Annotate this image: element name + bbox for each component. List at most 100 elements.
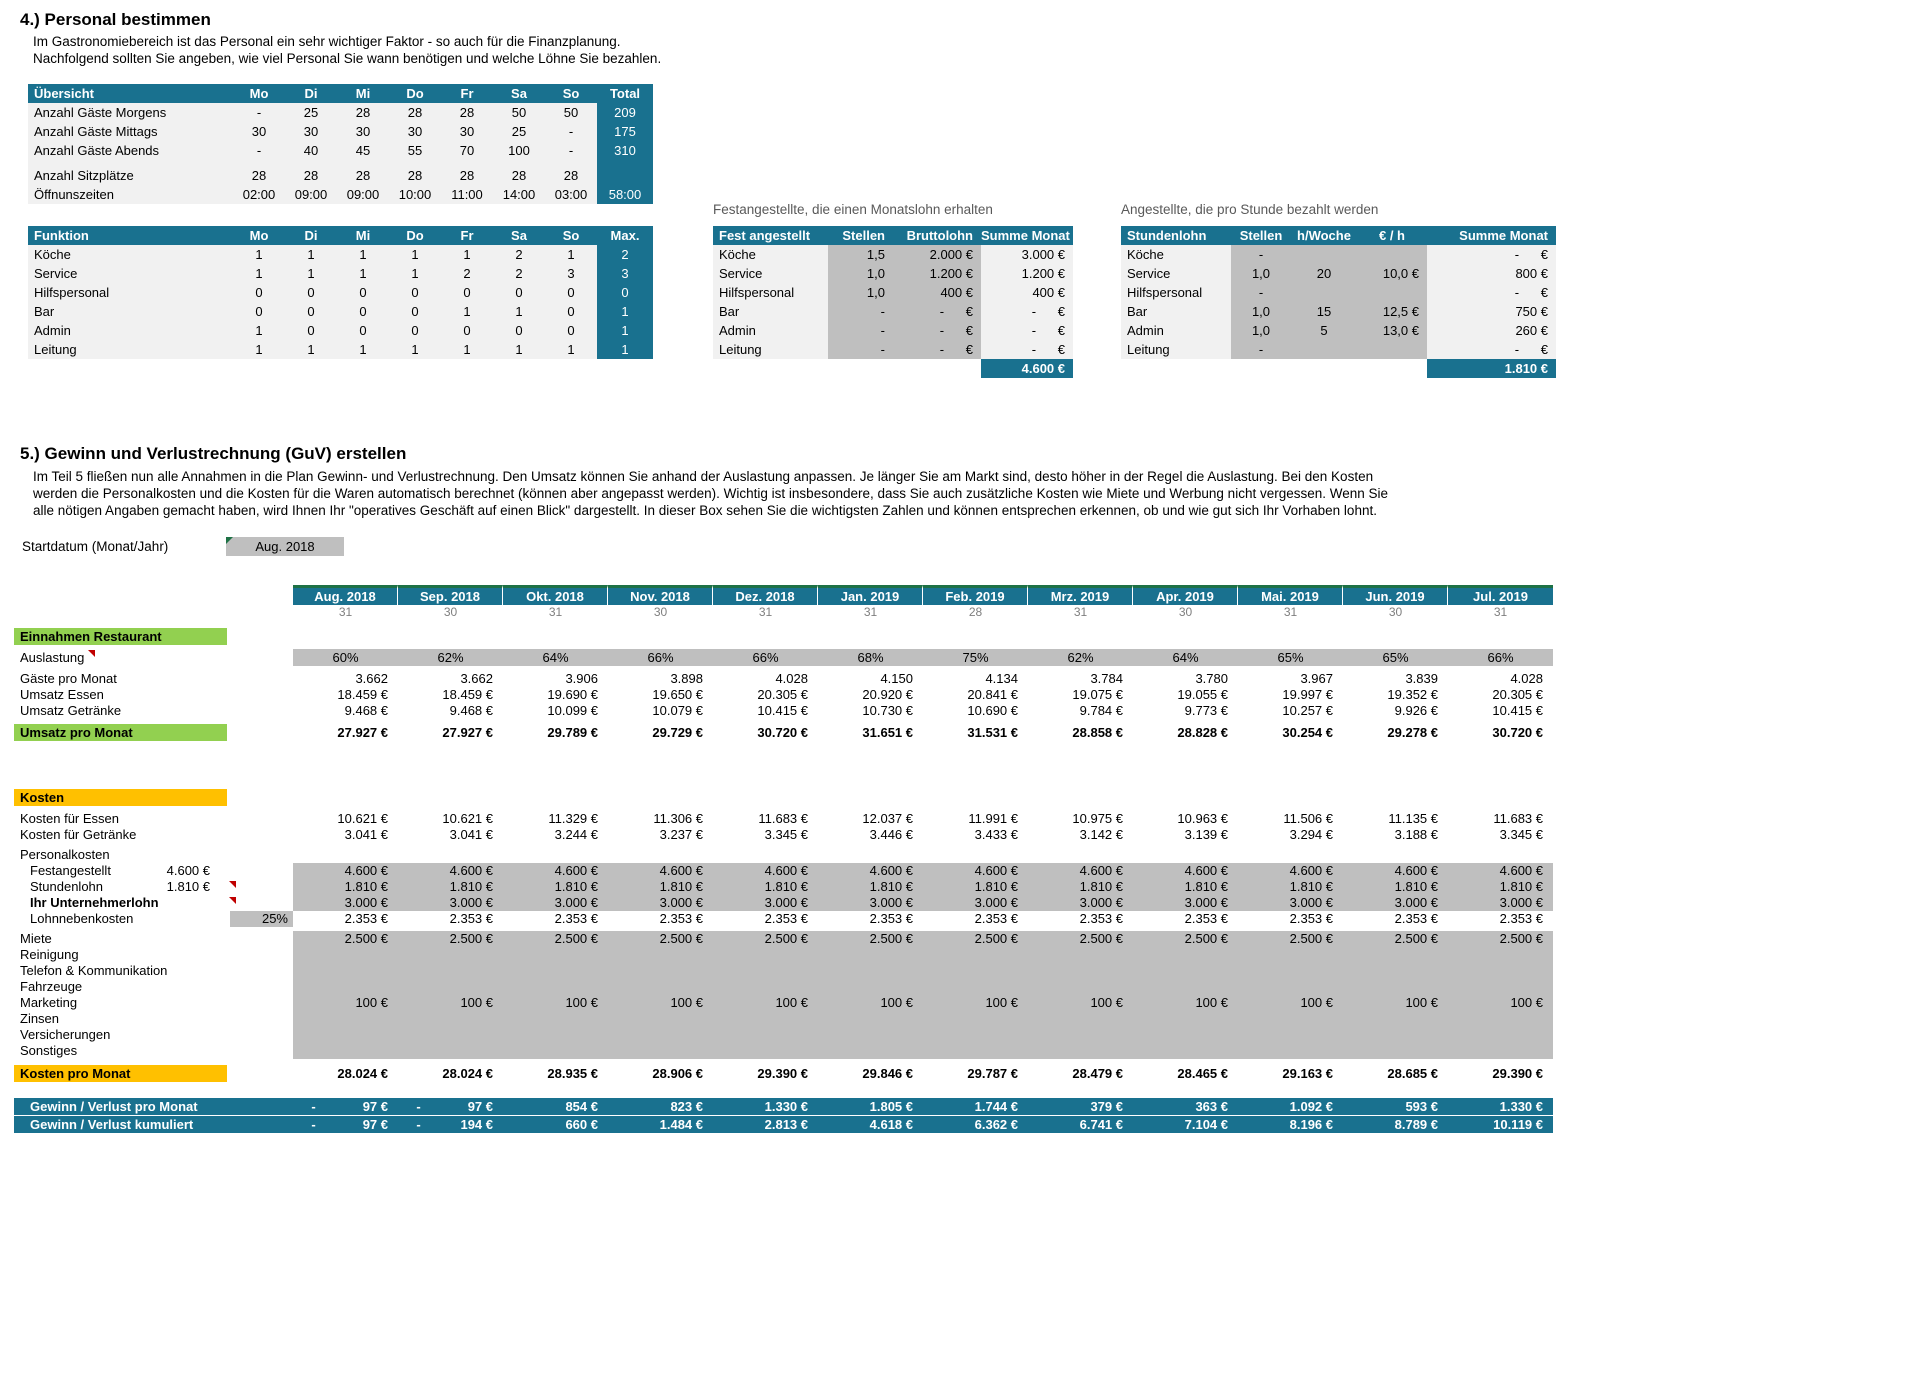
unternehmerlohn-value[interactable]: 3.000 € <box>344 895 388 910</box>
stellen-cell[interactable]: - <box>828 340 893 359</box>
auslastung-value[interactable]: 66% <box>752 650 779 665</box>
miete-value[interactable]: 2.500 € <box>1079 931 1123 946</box>
marketing-value[interactable]: 100 € <box>880 995 913 1010</box>
unternehmerlohn-value[interactable]: 3.000 € <box>554 895 598 910</box>
festangestellt-value[interactable]: 4.600 € <box>974 863 1018 878</box>
eurh-cell[interactable] <box>1357 245 1427 264</box>
marketing-value[interactable]: 100 € <box>775 995 808 1010</box>
marketing-value[interactable]: 100 € <box>565 995 598 1010</box>
stundenlohn-value[interactable]: 1.810 € <box>554 879 598 894</box>
stundenlohn-value[interactable]: 1.810 € <box>974 879 1018 894</box>
auslastung-value[interactable]: 68% <box>857 650 884 665</box>
eurh-cell[interactable]: 10,0 € <box>1357 264 1427 283</box>
marketing-value[interactable]: 100 € <box>1090 995 1123 1010</box>
stellen-cell[interactable]: 1,0 <box>1231 302 1291 321</box>
festangestellt-value[interactable]: 4.600 € <box>344 863 388 878</box>
unternehmerlohn-value[interactable]: 3.000 € <box>1499 895 1543 910</box>
stellen-cell[interactable]: - <box>1231 245 1291 264</box>
stundenlohn-value[interactable]: 1.810 € <box>1499 879 1543 894</box>
festangestellt-value[interactable]: 4.600 € <box>1184 863 1228 878</box>
auslastung-value[interactable]: 66% <box>1487 650 1514 665</box>
unternehmerlohn-value[interactable]: 3.000 € <box>1184 895 1228 910</box>
unternehmerlohn-value[interactable]: 3.000 € <box>764 895 808 910</box>
festangestellt-value[interactable]: 4.600 € <box>554 863 598 878</box>
marketing-value[interactable]: 100 € <box>670 995 703 1010</box>
auslastung-value[interactable]: 64% <box>1172 650 1199 665</box>
miete-value[interactable]: 2.500 € <box>554 931 598 946</box>
hwoche-cell[interactable] <box>1291 245 1357 264</box>
festangestellt-value[interactable]: 4.600 € <box>764 863 808 878</box>
stundenlohn-value[interactable]: 1.810 € <box>869 879 913 894</box>
marketing-value[interactable]: 100 € <box>1510 995 1543 1010</box>
stundenlohn-value[interactable]: 1.810 € <box>344 879 388 894</box>
stundenlohn-value[interactable]: 1.810 € <box>764 879 808 894</box>
unternehmerlohn-value[interactable]: 3.000 € <box>1394 895 1438 910</box>
eurh-cell[interactable]: 13,0 € <box>1357 321 1427 340</box>
miete-value[interactable]: 2.500 € <box>449 931 493 946</box>
auslastung-value[interactable]: 60% <box>332 650 359 665</box>
marketing-value[interactable]: 100 € <box>1405 995 1438 1010</box>
festangestellt-value[interactable]: 4.600 € <box>1289 863 1333 878</box>
lohnnebenkosten-rate[interactable]: 25% <box>230 911 293 927</box>
bruttolohn-cell[interactable]: - € <box>893 302 981 321</box>
sonstiges-cells[interactable] <box>293 1043 1553 1059</box>
stellen-cell[interactable]: 1,0 <box>828 264 893 283</box>
auslastung-value[interactable]: 62% <box>437 650 464 665</box>
fahrzeuge-cells[interactable] <box>293 979 1553 995</box>
marketing-value[interactable]: 100 € <box>985 995 1018 1010</box>
hwoche-cell[interactable]: 15 <box>1291 302 1357 321</box>
auslastung-value[interactable]: 75% <box>962 650 989 665</box>
marketing-value[interactable]: 100 € <box>355 995 388 1010</box>
unternehmerlohn-value[interactable]: 3.000 € <box>449 895 493 910</box>
stundenlohn-value[interactable]: 1.810 € <box>1394 879 1438 894</box>
reinigung-cells[interactable] <box>293 947 1553 963</box>
eurh-cell[interactable] <box>1357 283 1427 302</box>
stellen-cell[interactable]: - <box>828 302 893 321</box>
miete-value[interactable]: 2.500 € <box>1289 931 1333 946</box>
eurh-cell[interactable] <box>1357 340 1427 359</box>
marketing-value[interactable]: 100 € <box>1195 995 1228 1010</box>
miete-value[interactable]: 2.500 € <box>869 931 913 946</box>
startdatum-input[interactable]: Aug. 2018 <box>226 537 344 556</box>
hwoche-cell[interactable]: 5 <box>1291 321 1357 340</box>
unternehmerlohn-value[interactable]: 3.000 € <box>1289 895 1333 910</box>
stundenlohn-value[interactable]: 1.810 € <box>449 879 493 894</box>
stundenlohn-value[interactable]: 1.810 € <box>1289 879 1333 894</box>
stellen-cell[interactable]: 1,0 <box>1231 264 1291 283</box>
festangestellt-value[interactable]: 4.600 € <box>1079 863 1123 878</box>
festangestellt-value[interactable]: 4.600 € <box>449 863 493 878</box>
unternehmerlohn-value[interactable]: 3.000 € <box>1079 895 1123 910</box>
auslastung-value[interactable]: 64% <box>542 650 569 665</box>
auslastung-value[interactable]: 62% <box>1067 650 1094 665</box>
auslastung-value[interactable]: 66% <box>647 650 674 665</box>
miete-value[interactable]: 2.500 € <box>1184 931 1228 946</box>
festangestellt-value[interactable]: 4.600 € <box>659 863 703 878</box>
stundenlohn-value[interactable]: 1.810 € <box>659 879 703 894</box>
marketing-value[interactable]: 100 € <box>1300 995 1333 1010</box>
hwoche-cell[interactable]: 20 <box>1291 264 1357 283</box>
festangestellt-value[interactable]: 4.600 € <box>869 863 913 878</box>
stellen-cell[interactable]: - <box>828 321 893 340</box>
marketing-value[interactable]: 100 € <box>460 995 493 1010</box>
bruttolohn-cell[interactable]: - € <box>893 321 981 340</box>
stundenlohn-value[interactable]: 1.810 € <box>1079 879 1123 894</box>
zinsen-cells[interactable] <box>293 1011 1553 1027</box>
miete-value[interactable]: 2.500 € <box>974 931 1018 946</box>
stundenlohn-value[interactable]: 1.810 € <box>1184 879 1228 894</box>
festangestellt-value[interactable]: 4.600 € <box>1394 863 1438 878</box>
unternehmerlohn-value[interactable]: 3.000 € <box>869 895 913 910</box>
miete-value[interactable]: 2.500 € <box>1394 931 1438 946</box>
bruttolohn-cell[interactable]: 2.000 € <box>893 245 981 264</box>
eurh-cell[interactable]: 12,5 € <box>1357 302 1427 321</box>
miete-value[interactable]: 2.500 € <box>1499 931 1543 946</box>
stellen-cell[interactable]: 1,5 <box>828 245 893 264</box>
festangestellt-value[interactable]: 4.600 € <box>1499 863 1543 878</box>
unternehmerlohn-value[interactable]: 3.000 € <box>974 895 1018 910</box>
miete-value[interactable]: 2.500 € <box>344 931 388 946</box>
stellen-cell[interactable]: - <box>1231 283 1291 302</box>
hwoche-cell[interactable] <box>1291 340 1357 359</box>
stellen-cell[interactable]: 1,0 <box>828 283 893 302</box>
miete-value[interactable]: 2.500 € <box>764 931 808 946</box>
telefon-cells[interactable] <box>293 963 1553 979</box>
bruttolohn-cell[interactable]: 1.200 € <box>893 264 981 283</box>
